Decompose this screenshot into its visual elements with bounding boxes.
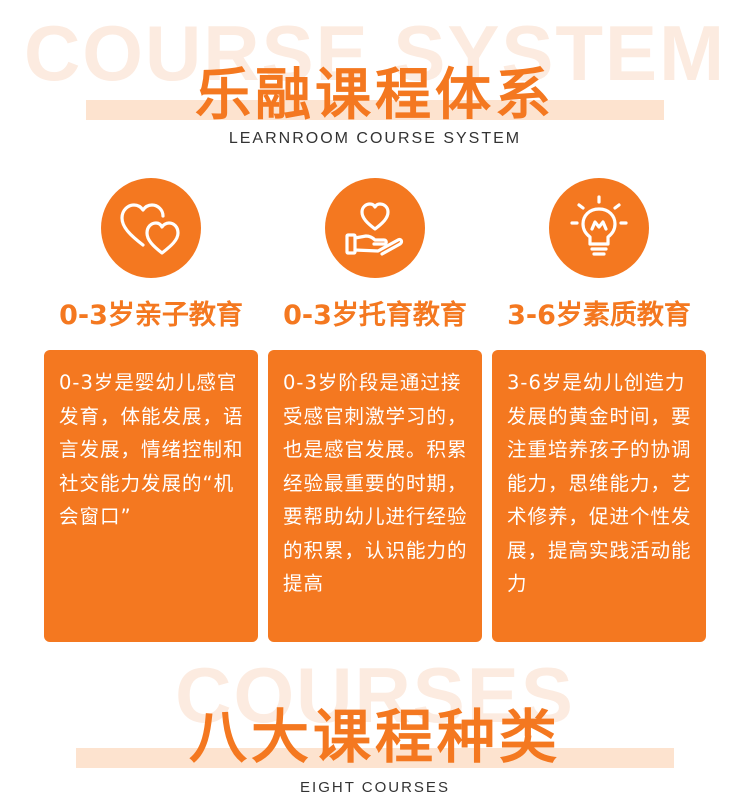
header-watermark: COURSE SYSTEM (23, 9, 727, 97)
card-quality-text: 3-6岁是幼儿创造力发展的黄金时间，要注重培养孩子的协调能力，思维能力，艺术修养… (507, 371, 692, 595)
card-childcare: 0-3岁阶段是通过接受感官刺激学习的，也是感官发展。积累经验最重要的时期，要帮助… (268, 350, 482, 642)
column-title-childcare: 0-3岁托育教育 (283, 300, 467, 331)
column-title-parenting: 0-3岁亲子教育 (59, 300, 243, 331)
card-childcare-text: 0-3岁阶段是通过接受感官刺激学习的，也是感官发展。积累经验最重要的时期，要帮助… (283, 371, 468, 595)
hearts-icon (101, 178, 201, 278)
lightbulb-icon (549, 178, 649, 278)
section-subtitle: EIGHT COURSES (300, 779, 450, 796)
column-title-quality: 3-6岁素质教育 (507, 300, 691, 331)
footer-title-underline (76, 748, 674, 768)
footer-watermark: COURSES (175, 651, 575, 739)
card-parenting: 0-3岁是婴幼儿感官发育，体能发展，语言发展，情绪控制和社交能力发展的“机会窗口… (44, 350, 258, 642)
page-title: 乐融课程体系 (195, 63, 555, 128)
header-title-underline (86, 100, 664, 120)
section-title: 八大课程种类 (188, 703, 561, 771)
page-subtitle: LEARNROOM COURSE SYSTEM (228, 130, 522, 147)
card-parenting-text: 0-3岁是婴幼儿感官发育，体能发展，语言发展，情绪控制和社交能力发展的“机会窗口… (59, 371, 244, 528)
card-quality: 3-6岁是幼儿创造力发展的黄金时间，要注重培养孩子的协调能力，思维能力，艺术修养… (492, 350, 706, 642)
heart-in-hand-icon (325, 178, 425, 278)
